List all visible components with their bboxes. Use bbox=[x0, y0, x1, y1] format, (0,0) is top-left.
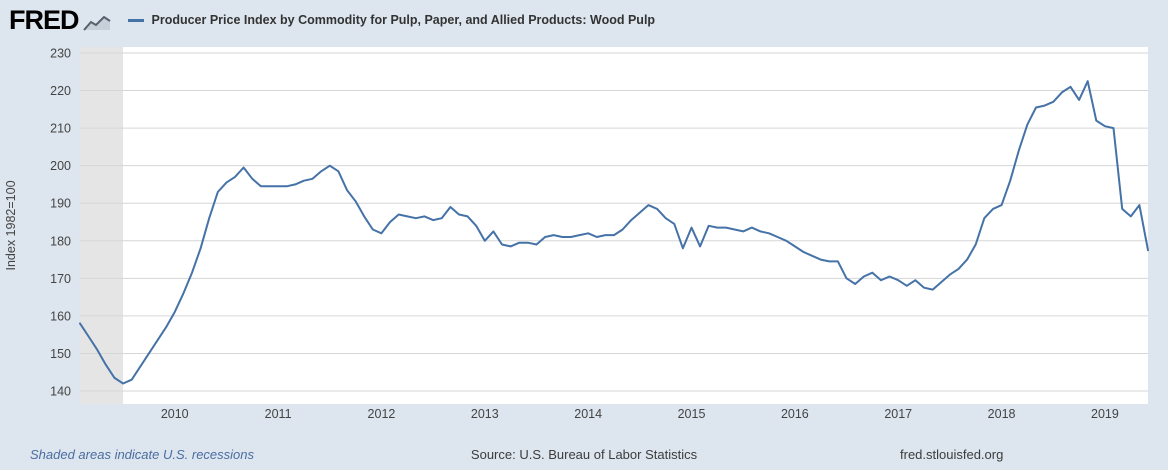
y-tick-label: 220 bbox=[50, 84, 71, 98]
source-note: Source: U.S. Bureau of Labor Statistics bbox=[470, 447, 698, 462]
x-tick-label: 2015 bbox=[678, 407, 706, 421]
y-tick-label: 190 bbox=[50, 197, 71, 211]
legend-line-swatch bbox=[127, 18, 144, 22]
x-tick-label: 2018 bbox=[988, 407, 1016, 421]
series-legend: Producer Price Index by Commodity for Pu… bbox=[127, 13, 656, 27]
x-tick-label: 2013 bbox=[471, 407, 499, 421]
chart-svg: 140 150 160 170 180 190 200 210 220 230 2010 2011 20… bbox=[4, 47, 1149, 421]
x-tick-label: 2011 bbox=[265, 407, 292, 421]
x-tick-label: 2012 bbox=[368, 407, 396, 421]
x-tick-label: 2017 bbox=[884, 407, 912, 421]
y-tick-label: 160 bbox=[50, 309, 71, 323]
y-tick-label: 200 bbox=[50, 159, 71, 173]
x-tick-label: 2019 bbox=[1091, 407, 1119, 421]
y-tick-label: 150 bbox=[50, 347, 71, 361]
fred-url: fred.stlouisfed.org bbox=[900, 447, 1004, 462]
x-tick-label: 2010 bbox=[161, 407, 189, 421]
y-axis-label: Index 1982=100 bbox=[4, 180, 18, 270]
y-tick-label: 170 bbox=[50, 272, 71, 286]
y-tick-label: 210 bbox=[50, 122, 71, 136]
fred-logo: FRED bbox=[9, 4, 112, 35]
fred-logo-text: FRED bbox=[9, 4, 79, 35]
x-tick-label: 2016 bbox=[781, 407, 809, 421]
y-tick-label: 140 bbox=[50, 385, 71, 399]
header: FRED Producer Price Index by Commodity f… bbox=[0, 0, 1168, 40]
y-tick-label: 180 bbox=[50, 234, 71, 248]
footer: Shaded areas indicate U.S. recessions So… bbox=[0, 447, 1168, 464]
recession-band bbox=[80, 47, 124, 404]
y-tick-label: 230 bbox=[50, 47, 71, 61]
series-line bbox=[79, 80, 1149, 385]
fred-logo-chart-icon bbox=[82, 15, 111, 31]
x-tick-label: 2014 bbox=[574, 407, 602, 421]
plot-area bbox=[80, 47, 1148, 404]
recession-note: Shaded areas indicate U.S. recessions bbox=[30, 447, 255, 462]
chart-title: Producer Price Index by Commodity for Pu… bbox=[151, 13, 656, 27]
